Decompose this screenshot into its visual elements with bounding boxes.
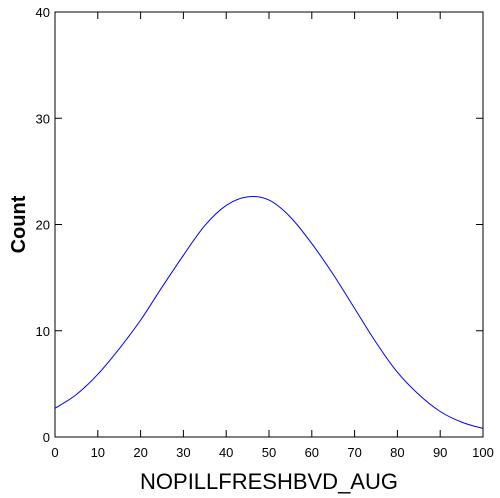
x-tick-label: 100	[472, 445, 494, 460]
y-tick-label: 10	[36, 324, 50, 339]
y-tick-label: 30	[36, 111, 50, 126]
y-tick-label: 40	[36, 5, 50, 20]
y-tick-label: 0	[43, 430, 50, 445]
series-line	[54, 196, 484, 429]
x-tick-label: 90	[433, 445, 447, 460]
axis-ticks	[54, 11, 484, 438]
x-tick-label: 30	[176, 445, 190, 460]
x-tick-label: 60	[305, 445, 319, 460]
x-tick-label: 10	[91, 445, 105, 460]
plot-frame	[54, 11, 484, 438]
x-tick-label: 20	[133, 445, 147, 460]
x-tick-label: 80	[390, 445, 404, 460]
x-axis-title: NOPILLFRESHBVD_AUG	[140, 469, 398, 494]
y-axis-title: Count	[8, 195, 30, 253]
axis-tick-labels: 0 10 20 30 40 50 60 70 80 90 100 0 10 20 30 40	[36, 5, 494, 460]
x-tick-label: 0	[51, 445, 58, 460]
x-tick-label: 40	[219, 445, 233, 460]
y-tick-label: 20	[36, 218, 50, 233]
x-tick-label: 50	[262, 445, 276, 460]
x-tick-label: 70	[347, 445, 361, 460]
